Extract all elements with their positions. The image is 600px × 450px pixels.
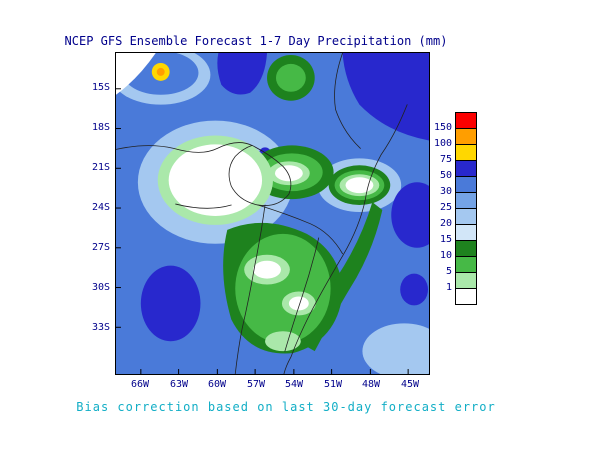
x-tick-label: 45W bbox=[400, 379, 420, 390]
legend-swatch bbox=[455, 240, 477, 257]
axis-ticks bbox=[116, 88, 409, 374]
legend-label: 15 bbox=[439, 234, 452, 245]
x-tick-label: 57W bbox=[246, 379, 266, 390]
legend-label: 30 bbox=[439, 186, 452, 197]
legend-label: 75 bbox=[439, 154, 452, 165]
x-tick-label: 54W bbox=[284, 379, 304, 390]
legend-swatch bbox=[455, 256, 477, 273]
legend-swatch bbox=[455, 176, 477, 193]
x-tick-label: 63W bbox=[169, 379, 189, 390]
legend-label: 20 bbox=[439, 218, 452, 229]
river-uruguay bbox=[284, 237, 320, 352]
precip-spot-100-150mm bbox=[156, 67, 165, 76]
legend-swatch bbox=[455, 288, 477, 305]
legend-swatch bbox=[455, 192, 477, 209]
y-tick-label: 30S bbox=[91, 282, 110, 293]
precip-map bbox=[116, 53, 429, 374]
legend-swatch bbox=[455, 128, 477, 145]
y-tick-label: 24S bbox=[91, 202, 110, 213]
y-tick-label: 27S bbox=[91, 242, 110, 253]
country-borders bbox=[116, 53, 408, 374]
y-tick-label: 33S bbox=[91, 322, 110, 333]
legend-swatch bbox=[455, 160, 477, 177]
y-tick-label: 21S bbox=[91, 162, 110, 173]
bias-correction-caption: Bias correction based on last 30-day for… bbox=[76, 400, 496, 414]
legend-swatch bbox=[455, 208, 477, 225]
legend-label: 25 bbox=[439, 202, 452, 213]
title-line-1: NCEP GFS Ensemble Forecast 1-7 Day Preci… bbox=[64, 34, 448, 48]
coastline bbox=[283, 104, 408, 374]
legend-label: 50 bbox=[439, 170, 452, 181]
precip-region-under-1mm bbox=[116, 53, 374, 311]
legend-swatch bbox=[455, 272, 477, 289]
x-tick-label: 60W bbox=[207, 379, 227, 390]
legend-label: 150 bbox=[433, 122, 452, 133]
legend-label: 1 bbox=[445, 282, 452, 293]
x-tick-label: 66W bbox=[130, 379, 150, 390]
legend-label: 100 bbox=[433, 138, 452, 149]
x-tick-label: 48W bbox=[361, 379, 381, 390]
legend-swatch bbox=[455, 144, 477, 161]
legend-swatch bbox=[455, 224, 477, 241]
y-tick-label: 18S bbox=[91, 122, 110, 133]
map-frame bbox=[115, 52, 430, 375]
y-tick-label: 15S bbox=[91, 82, 110, 93]
legend-label: 5 bbox=[445, 266, 452, 277]
legend-swatch bbox=[455, 112, 477, 129]
precip-region-50-75mm bbox=[140, 53, 429, 342]
legend-label: 10 bbox=[439, 250, 452, 261]
x-tick-label: 51W bbox=[323, 379, 343, 390]
river-parana bbox=[234, 204, 266, 374]
